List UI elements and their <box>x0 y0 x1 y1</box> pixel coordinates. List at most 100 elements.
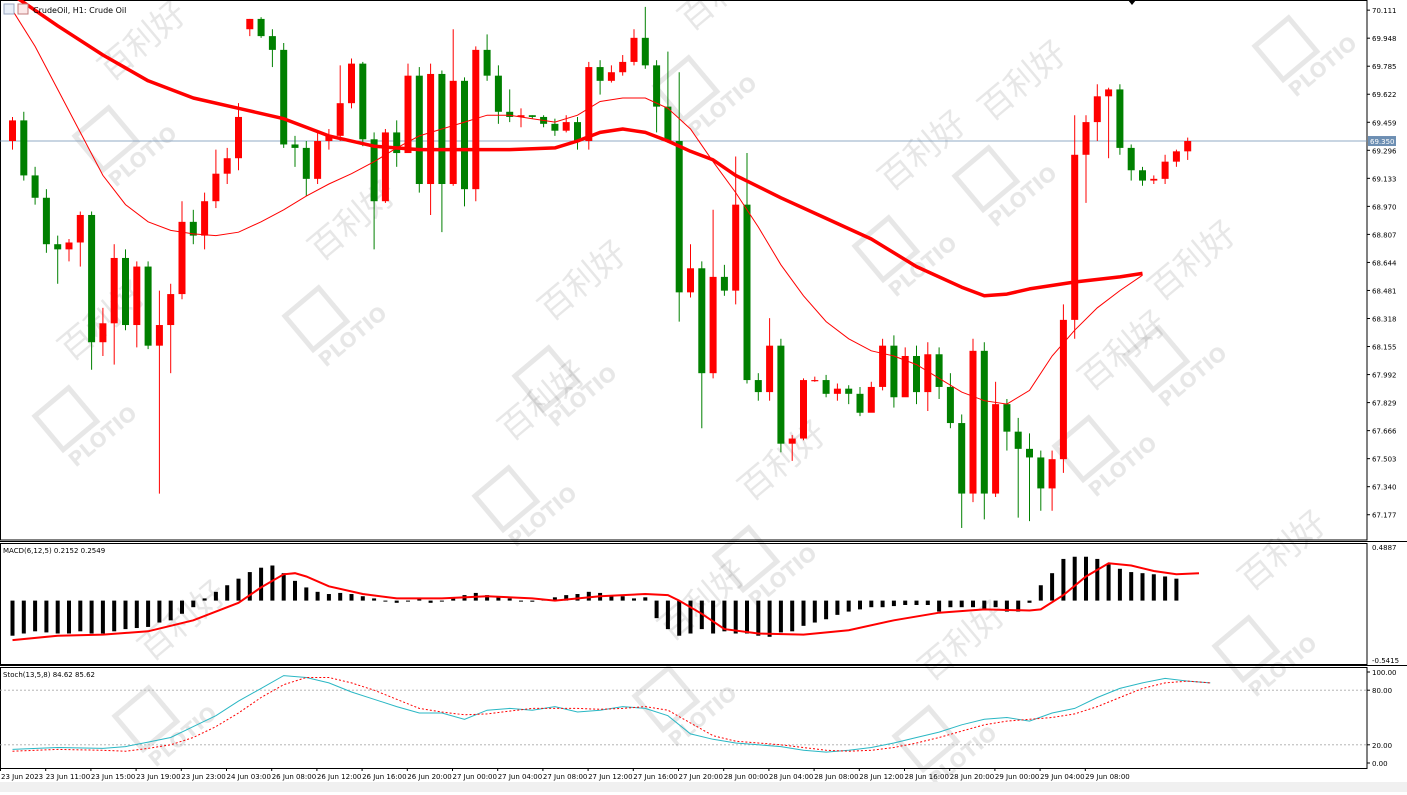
time-tick-label: 28 Jun 16:00 <box>905 773 949 781</box>
macd-histogram-bar <box>858 600 862 610</box>
candle <box>856 386 864 417</box>
candle <box>314 132 322 185</box>
candle-body <box>314 141 322 179</box>
time-tick-label: 26 Jun 08:00 <box>272 773 316 781</box>
candle-body <box>698 268 706 374</box>
stochastic-label: Stoch(13,5,8) 84.62 85.62 <box>3 671 95 679</box>
candle-body <box>257 18 265 37</box>
price-tick-label: 68.155 <box>1372 344 1397 352</box>
macd-histogram-bar <box>496 596 501 601</box>
candle-body <box>641 37 649 66</box>
macd-histogram-bar <box>1151 574 1156 601</box>
watermark-mark: PLOTIO 百利好 <box>651 0 775 142</box>
candle <box>1105 87 1113 159</box>
candle-body <box>528 115 536 117</box>
macd-histogram-bar <box>146 600 151 627</box>
candle-body <box>1003 404 1011 432</box>
macd-histogram-bar <box>745 600 749 634</box>
candle <box>31 166 39 205</box>
macd-histogram-bar <box>485 595 490 601</box>
candle <box>935 347 943 399</box>
macd-histogram-bar <box>993 600 998 608</box>
candle-body <box>268 36 276 50</box>
watermark-logo-icon <box>1051 414 1121 484</box>
macd-histogram-bar <box>78 600 83 632</box>
macd-histogram-bar <box>112 600 117 632</box>
candle-body <box>494 75 502 112</box>
candle-body <box>370 139 378 202</box>
candle-body <box>946 386 954 424</box>
candle <box>178 201 186 300</box>
time-tick-label: 23 Jun 15:00 <box>91 773 135 781</box>
price-pane-frame <box>0 0 1368 541</box>
price-pane[interactable] <box>0 0 1367 528</box>
candle <box>607 65 615 83</box>
macd-histogram-bar <box>835 600 840 615</box>
candle-body <box>913 355 920 393</box>
price-tick-label: 68.807 <box>1372 231 1397 239</box>
macd-histogram-bar <box>304 587 309 601</box>
macd-histogram-bar <box>372 598 377 601</box>
time-tick-label: 28 Jun 12:00 <box>859 773 903 781</box>
watermark-brand: PLOTIO <box>144 701 222 772</box>
candle-body <box>291 144 299 148</box>
candle <box>1139 166 1146 186</box>
watermark-brand: PLOTIO <box>1084 431 1162 502</box>
macd-histogram-bar <box>801 600 806 626</box>
candle <box>1014 417 1022 518</box>
macd-histogram-bar <box>191 600 196 608</box>
candle-body <box>167 294 175 326</box>
candle-body <box>415 75 423 185</box>
stochastic-pane[interactable] <box>0 675 1367 753</box>
macd-signal-line <box>12 562 1200 642</box>
candle-body <box>1150 178 1158 181</box>
candle <box>212 149 220 209</box>
price-tick-label: 69.622 <box>1372 91 1397 99</box>
candle-body <box>348 63 355 104</box>
candle-body <box>144 266 152 346</box>
macd-histogram-bar <box>665 600 670 630</box>
watermark-chinese: 百利好 <box>1141 213 1245 309</box>
shift-marker-icon[interactable] <box>1128 0 1136 5</box>
candle-body <box>935 354 943 387</box>
candle <box>574 116 581 150</box>
candle <box>155 290 163 494</box>
macd-histogram-bar <box>1163 576 1168 601</box>
candle <box>1116 84 1124 155</box>
macd-tick-label: 0.4887 <box>1372 544 1397 552</box>
macd-histogram-bar <box>688 600 693 634</box>
watermark-logo-icon <box>471 464 541 534</box>
watermark-brand: PLOTIO <box>1284 31 1362 102</box>
candle <box>800 378 807 441</box>
watermark-logo-icon <box>651 54 721 124</box>
candle <box>291 135 299 167</box>
macd-histogram-bar <box>609 596 614 601</box>
macd-histogram-bar <box>824 600 829 620</box>
candle <box>370 132 378 250</box>
candle <box>201 192 209 250</box>
candle-body <box>1037 457 1045 489</box>
candle-body <box>980 350 988 494</box>
watermark-logo-icon <box>511 344 581 414</box>
candle <box>1161 154 1169 185</box>
candle <box>381 128 389 203</box>
candle-body <box>619 61 627 73</box>
candle-body <box>890 345 898 398</box>
price-tick-label: 68.970 <box>1372 203 1397 211</box>
candle-body <box>393 132 401 154</box>
candle-body <box>607 72 615 81</box>
candle <box>596 60 604 95</box>
macd-histogram-bar <box>1117 568 1122 601</box>
macd-histogram-bar <box>168 600 173 621</box>
macd-histogram-bar <box>180 600 184 614</box>
price-tick-label: 67.177 <box>1372 512 1397 520</box>
candle <box>415 67 423 193</box>
candle-body <box>687 268 694 293</box>
candle <box>167 283 175 374</box>
chart-header: CrudeOil, H1: Crude Oil MACD(6,12,5) 0.2… <box>3 0 1136 679</box>
macd-pane[interactable] <box>10 556 1200 642</box>
price-tick-label: 68.481 <box>1372 287 1397 295</box>
macd-histogram-bar <box>406 600 410 602</box>
candle-body <box>754 380 762 393</box>
